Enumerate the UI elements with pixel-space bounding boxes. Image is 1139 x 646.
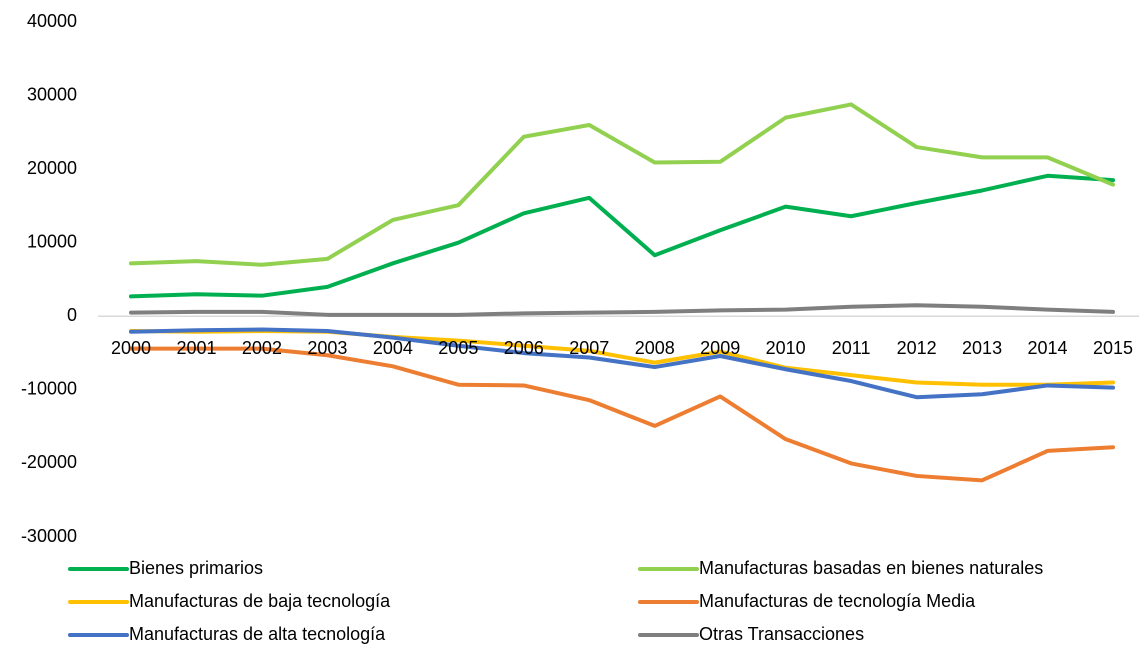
x-tick-label: 2010 <box>766 338 806 358</box>
x-tick-label: 2000 <box>111 338 151 358</box>
y-tick-label: -20000 <box>21 452 77 472</box>
series-line <box>129 173 1115 299</box>
x-tick-label: 2007 <box>569 338 609 358</box>
series-line <box>129 303 1115 317</box>
y-tick-label: 40000 <box>27 11 77 31</box>
y-tick-label: 20000 <box>27 158 77 178</box>
legend-label: Bienes primarios <box>129 558 263 578</box>
series-line <box>129 327 1115 400</box>
x-tick-label: 2013 <box>962 338 1002 358</box>
legend-label: Otras Transacciones <box>699 624 864 644</box>
x-tick-label: 2014 <box>1028 338 1068 358</box>
y-tick-label: 10000 <box>27 231 77 251</box>
x-tick-label: 2012 <box>897 338 937 358</box>
legend-label: Manufacturas de alta tecnología <box>129 624 386 644</box>
legend-label: Manufacturas basadas en bienes naturales <box>699 558 1043 578</box>
y-tick-label: -30000 <box>21 526 77 546</box>
legend-label: Manufacturas de tecnología Media <box>699 591 976 611</box>
x-tick-label: 2015 <box>1093 338 1133 358</box>
x-tick-label: 2004 <box>373 338 413 358</box>
x-tick-label: 2011 <box>832 338 871 358</box>
x-tick-label: 2008 <box>635 338 675 358</box>
x-tick-label: 2002 <box>242 338 282 358</box>
legend-label: Manufacturas de baja tecnología <box>129 591 391 611</box>
x-tick-label: 2005 <box>438 338 478 358</box>
x-tick-label: 2003 <box>307 338 347 358</box>
x-tick-label: 2006 <box>504 338 544 358</box>
y-tick-label: -10000 <box>21 379 77 399</box>
y-tick-label: 30000 <box>27 84 77 104</box>
y-tick-label: 0 <box>67 305 77 325</box>
series-line <box>129 102 1115 267</box>
x-tick-label: 2001 <box>176 338 216 358</box>
series-line <box>129 346 1115 483</box>
x-tick-label: 2009 <box>700 338 740 358</box>
